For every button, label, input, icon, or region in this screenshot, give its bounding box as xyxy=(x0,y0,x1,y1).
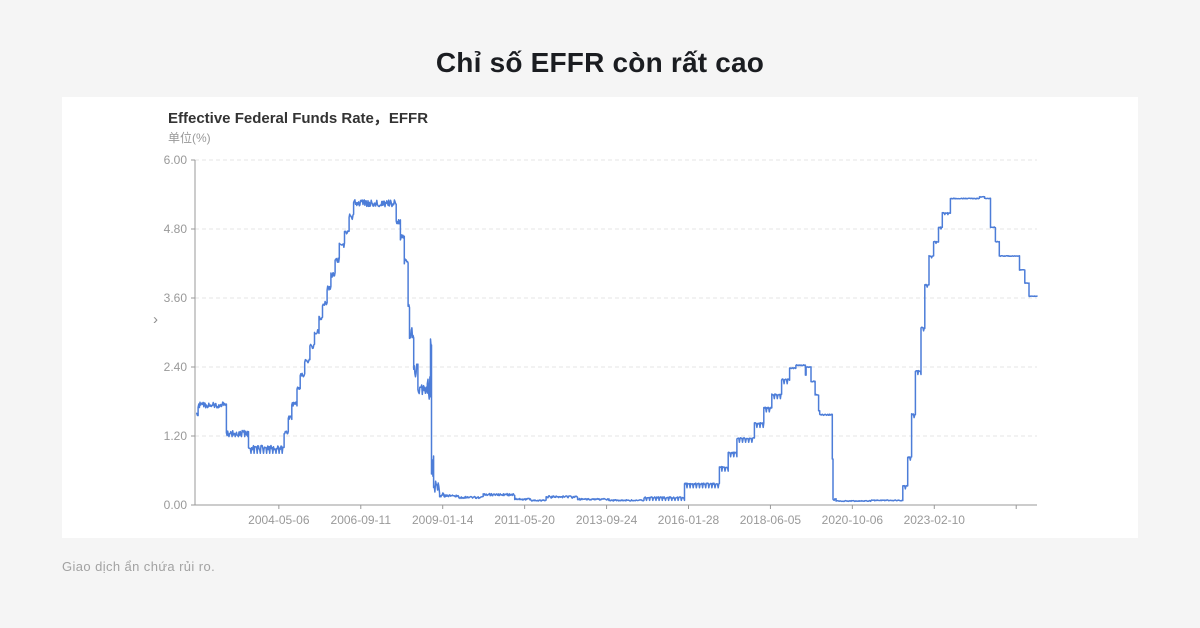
chart-card: 0.00 1.20 2.40 3.60 4.80 6.00 2004-05-06 2006-0… xyxy=(62,97,1138,538)
y-axis-label: 0.00 xyxy=(164,498,188,512)
x-axis-label: 2016-01-28 xyxy=(658,513,720,527)
x-axis-label: 2020-10-06 xyxy=(822,513,884,527)
x-axis-label: 2009-01-14 xyxy=(412,513,474,527)
y-axis-label: 6.00 xyxy=(164,153,188,167)
y-axis-label: 4.80 xyxy=(164,222,188,236)
x-axis-label: 2006-09-11 xyxy=(331,513,392,527)
x-axis-label: 2004-05-06 xyxy=(248,513,310,527)
risk-disclaimer: Giao dịch ẩn chứa rủi ro. xyxy=(62,559,216,574)
x-axis-label: 2011-05-20 xyxy=(494,513,555,527)
effr-series-line xyxy=(195,195,1038,503)
x-axis-label: 2023-02-10 xyxy=(904,513,966,527)
chart-title: Effective Federal Funds Rate，EFFR xyxy=(168,110,429,127)
x-axis-label: 2013-09-24 xyxy=(576,513,638,527)
page-title: Chỉ số EFFR còn rất cao xyxy=(435,47,765,78)
chart-unit-label: 单位(%) xyxy=(168,131,211,145)
y-axis-label: 3.60 xyxy=(164,291,188,305)
chevron-right-icon[interactable]: › xyxy=(153,311,158,328)
x-axis-label: 2018-06-05 xyxy=(740,513,802,527)
effr-line-chart: 0.00 1.20 2.40 3.60 4.80 6.00 2004-05-06 2006-0… xyxy=(164,153,1038,527)
y-axis-label: 2.40 xyxy=(164,360,188,374)
y-axis-label: 1.20 xyxy=(164,429,188,443)
